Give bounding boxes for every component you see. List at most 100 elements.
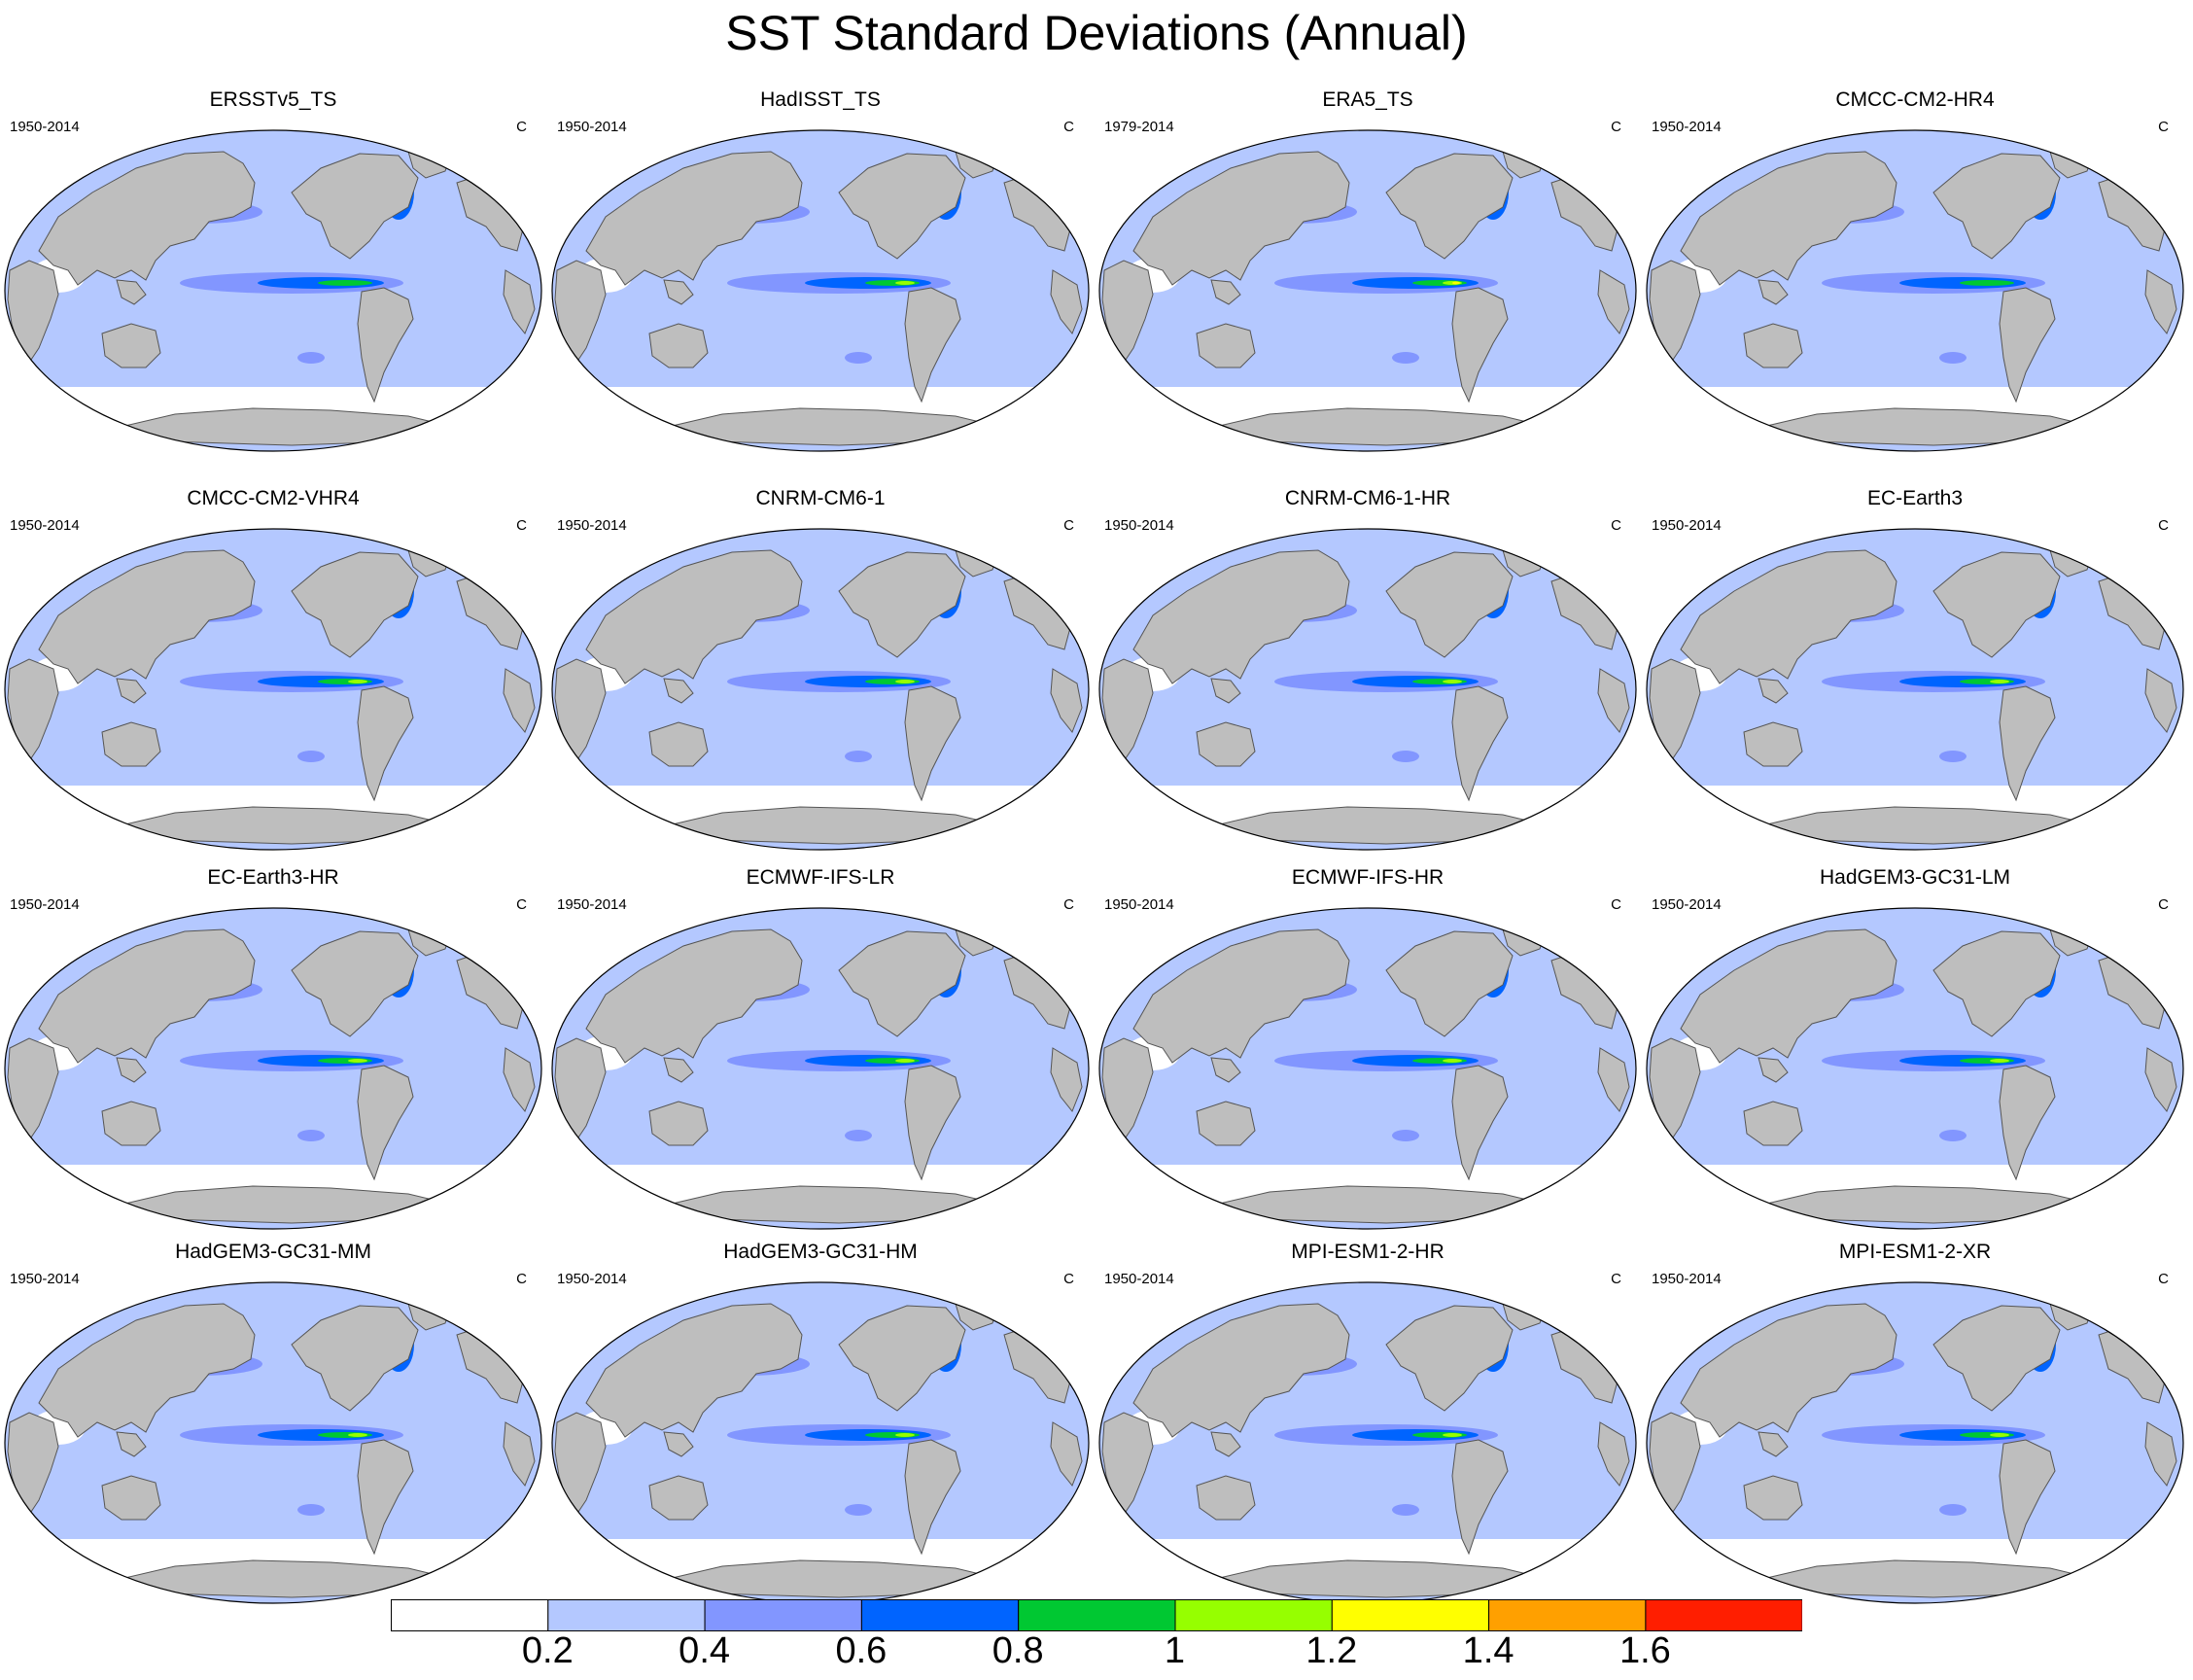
land-north-america	[838, 1305, 966, 1412]
panel-title: MPI-ESM1-2-HR	[1291, 1241, 1445, 1263]
nino-peak-lime	[348, 1059, 367, 1063]
map-panel: ERA5_TS 1979-2014 C	[1095, 88, 1641, 457]
panel-period: 1950-2014	[10, 1271, 80, 1287]
land-africa-east	[1597, 1421, 1630, 1487]
panel-period: 1950-2014	[1652, 517, 1722, 534]
land-africa	[1101, 260, 1154, 364]
southern-ocean-patch	[297, 1130, 325, 1141]
panel-unit: C	[516, 119, 527, 135]
land-north-america	[1932, 1305, 2061, 1412]
panel-unit: C	[1063, 896, 1074, 913]
land-south-america	[1999, 685, 2056, 802]
land-eurasia	[38, 928, 256, 1064]
map-border	[4, 1281, 542, 1604]
land-australia	[1196, 721, 1256, 767]
map-panel: CMCC-CM2-VHR4 1950-2014 C	[0, 486, 546, 856]
colorbar-box	[391, 1599, 549, 1631]
southern-ocean-patch	[845, 352, 872, 364]
panel-unit: C	[1611, 896, 1621, 913]
land-africa	[7, 260, 59, 364]
nino-peak-lime	[348, 1433, 367, 1437]
map-border	[1646, 129, 2184, 452]
nino-peak-green	[1960, 280, 2014, 286]
colorbar-box	[860, 1599, 1020, 1631]
southern-ocean-patch	[297, 751, 325, 762]
land-australia	[1196, 1475, 1256, 1521]
arctic-band	[1099, 908, 1636, 924]
land-southeast-asia	[1758, 1057, 1789, 1083]
colorbar-box	[547, 1599, 706, 1631]
panel-period: 1950-2014	[10, 896, 80, 913]
sst-map	[551, 1281, 1090, 1604]
land-eurasia	[585, 549, 803, 684]
panel-unit: C	[2158, 119, 2169, 135]
land-south-america	[1451, 685, 1509, 802]
land-africa	[1649, 1037, 1701, 1141]
land-australia	[648, 323, 709, 368]
land-southeast-asia	[116, 1431, 147, 1457]
nino-peak-lime	[1990, 680, 2009, 683]
arctic-band	[552, 1282, 1089, 1298]
panel-title: HadGEM3-GC31-HM	[723, 1241, 918, 1263]
sst-map	[1098, 129, 1637, 452]
land-africa-east	[503, 668, 536, 733]
panel-period: 1950-2014	[10, 517, 80, 534]
map-panel: CMCC-CM2-HR4 1950-2014 C	[1642, 88, 2188, 457]
land-africa-east	[1597, 1047, 1630, 1112]
land-eurasia	[1680, 928, 1897, 1064]
land-australia	[1196, 1101, 1256, 1146]
land-africa-east	[2144, 668, 2177, 733]
arctic-band	[5, 1282, 541, 1298]
map-border	[1098, 129, 1637, 452]
southern-ocean-patch	[1939, 1130, 1967, 1141]
arctic-band	[5, 908, 541, 924]
colorbar-box	[1018, 1599, 1176, 1631]
land-eurasia	[38, 1303, 256, 1438]
land-australia	[101, 1475, 161, 1521]
land-africa	[7, 658, 59, 762]
nino-peak-lime	[1990, 1433, 2009, 1437]
arctic-band	[552, 908, 1089, 924]
panel-title: EC-Earth3-HR	[207, 866, 339, 889]
map-panel: EC-Earth3-HR 1950-2014 C	[0, 865, 546, 1235]
land-south-america	[1999, 1065, 2056, 1181]
map-panel: ECMWF-IFS-HR 1950-2014 C	[1095, 865, 1641, 1235]
land-africa	[7, 1037, 59, 1141]
sst-map	[551, 907, 1090, 1230]
land-north-america	[291, 1305, 419, 1412]
panel-unit: C	[516, 517, 527, 534]
land-eurasia	[585, 1303, 803, 1438]
land-eurasia	[1680, 549, 1897, 684]
panel-unit: C	[516, 1271, 527, 1287]
land-africa-east	[1597, 269, 1630, 334]
panel-title: HadGEM3-GC31-MM	[175, 1241, 371, 1263]
nino-peak-lime	[895, 1059, 915, 1063]
colorbar-box	[704, 1599, 862, 1631]
land-australia	[1743, 323, 1803, 368]
southern-ocean-patch	[1939, 751, 1967, 762]
map-panel: ECMWF-IFS-LR 1950-2014 C	[547, 865, 1094, 1235]
land-south-america	[357, 685, 414, 802]
land-africa-east	[2144, 269, 2177, 334]
land-africa-east	[503, 1421, 536, 1487]
colorbar-tick-label: 1.6	[1619, 1630, 1671, 1671]
land-eurasia	[1132, 549, 1350, 684]
land-southeast-asia	[116, 1057, 147, 1083]
land-north-america	[1385, 153, 1514, 260]
panel-unit: C	[1063, 119, 1074, 135]
southern-ocean-patch	[1939, 352, 1967, 364]
sst-map	[1646, 1281, 2184, 1604]
land-australia	[648, 1101, 709, 1146]
map-border	[4, 907, 542, 1230]
panel-period: 1950-2014	[557, 896, 627, 913]
map-panel: CNRM-CM6-1 1950-2014 C	[547, 486, 1094, 856]
map-panel: MPI-ESM1-2-XR 1950-2014 C	[1642, 1240, 2188, 1609]
panel-unit: C	[1063, 517, 1074, 534]
land-eurasia	[38, 151, 256, 286]
colorbar-tick-label: 1.2	[1305, 1630, 1358, 1671]
panel-period: 1950-2014	[1652, 119, 1722, 135]
land-north-america	[291, 153, 419, 260]
land-africa	[1101, 1037, 1154, 1141]
land-africa-east	[1597, 668, 1630, 733]
colorbar-tick-label: 0.2	[521, 1630, 574, 1671]
